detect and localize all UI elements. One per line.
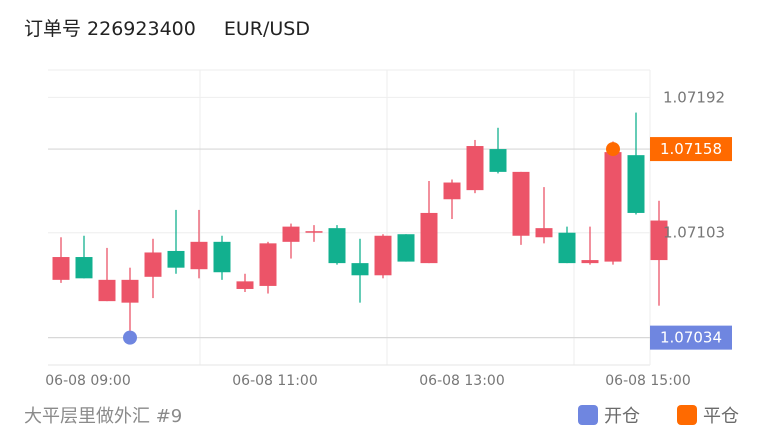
candle-body — [305, 231, 323, 233]
candle-body — [98, 279, 116, 302]
y-tick-label: 1.07103 — [663, 224, 725, 242]
x-tick-label: 06-08 09:00 — [45, 373, 130, 389]
open-swatch-icon — [578, 405, 598, 425]
chart-header: 订单号 226923400 EUR/USD — [24, 14, 310, 41]
candle-body — [282, 226, 300, 242]
x-tick-label: 06-08 13:00 — [419, 373, 504, 389]
candle-body — [351, 263, 369, 276]
strategy-label: 大平层里做外汇 #9 — [24, 406, 183, 427]
candle-body — [535, 228, 553, 238]
candle-body — [420, 212, 438, 264]
candle-body — [581, 260, 599, 264]
candle-body — [75, 257, 93, 279]
candle-body — [627, 155, 645, 213]
candle-body — [52, 257, 70, 280]
legend-label-close: 平仓 — [703, 406, 739, 427]
candle-body — [558, 232, 576, 264]
close-marker — [606, 142, 620, 157]
legend-item-close: 平仓 — [677, 402, 739, 428]
currency-pair: EUR/USD — [223, 18, 311, 40]
price-label-box — [650, 137, 732, 162]
order-number: 订单号 226923400 — [24, 18, 196, 40]
candle-body — [167, 250, 185, 268]
candle-body — [328, 228, 346, 264]
price-label-text: 1.07034 — [660, 329, 722, 347]
x-tick-label: 06-08 15:00 — [605, 373, 690, 389]
candle-body — [213, 241, 231, 273]
price-label-box — [650, 325, 732, 350]
candle-body — [443, 182, 461, 200]
candle-body — [466, 146, 484, 191]
open-marker — [123, 330, 137, 345]
candle-body — [374, 235, 392, 276]
candle-body — [604, 152, 622, 262]
x-tick-label: 06-08 11:00 — [232, 373, 317, 389]
y-tick-label: 1.07192 — [663, 88, 725, 106]
candle-body — [650, 220, 668, 261]
price-label-text: 1.07158 — [660, 140, 722, 158]
close-swatch-icon — [677, 405, 697, 425]
candle-body — [489, 149, 507, 172]
legend-label-open: 开仓 — [604, 406, 640, 427]
candle-body — [397, 234, 415, 262]
candle-body — [259, 243, 277, 286]
candle-body — [190, 241, 208, 270]
candle-body — [236, 281, 254, 289]
candle-body — [144, 252, 162, 277]
candle-body — [121, 279, 139, 303]
legend-item-open: 开仓 — [578, 402, 640, 428]
candle-body — [512, 171, 530, 236]
